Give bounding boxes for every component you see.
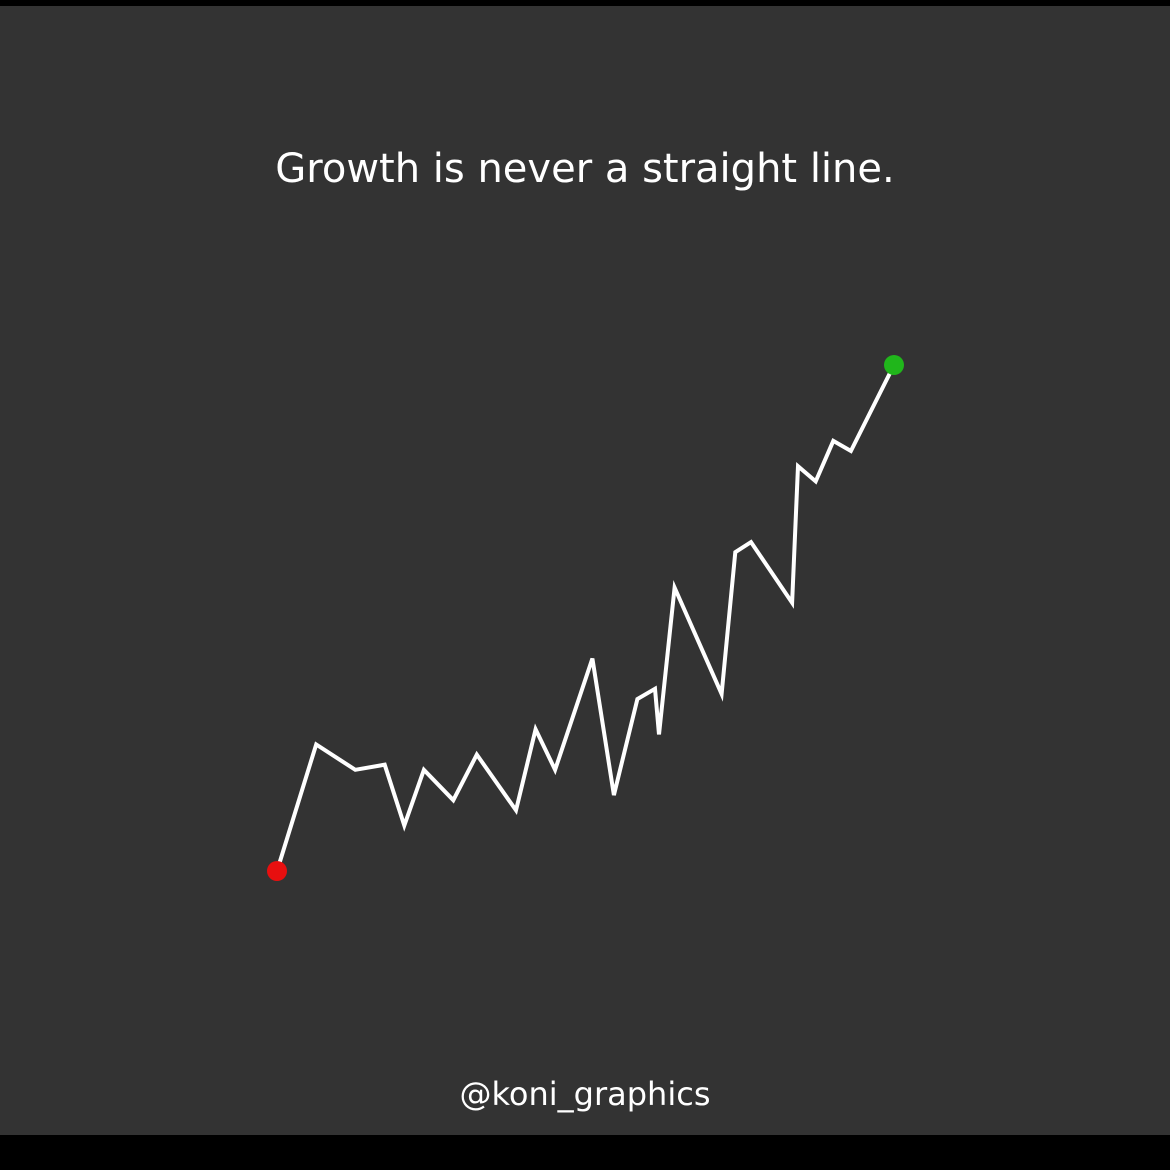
canvas-background xyxy=(0,6,1170,1135)
author-handle: @koni_graphics xyxy=(459,1075,711,1113)
growth-line xyxy=(275,363,896,873)
end-point-marker xyxy=(884,355,904,375)
start-point-marker xyxy=(267,861,287,881)
headline: Growth is never a straight line. xyxy=(275,146,895,192)
